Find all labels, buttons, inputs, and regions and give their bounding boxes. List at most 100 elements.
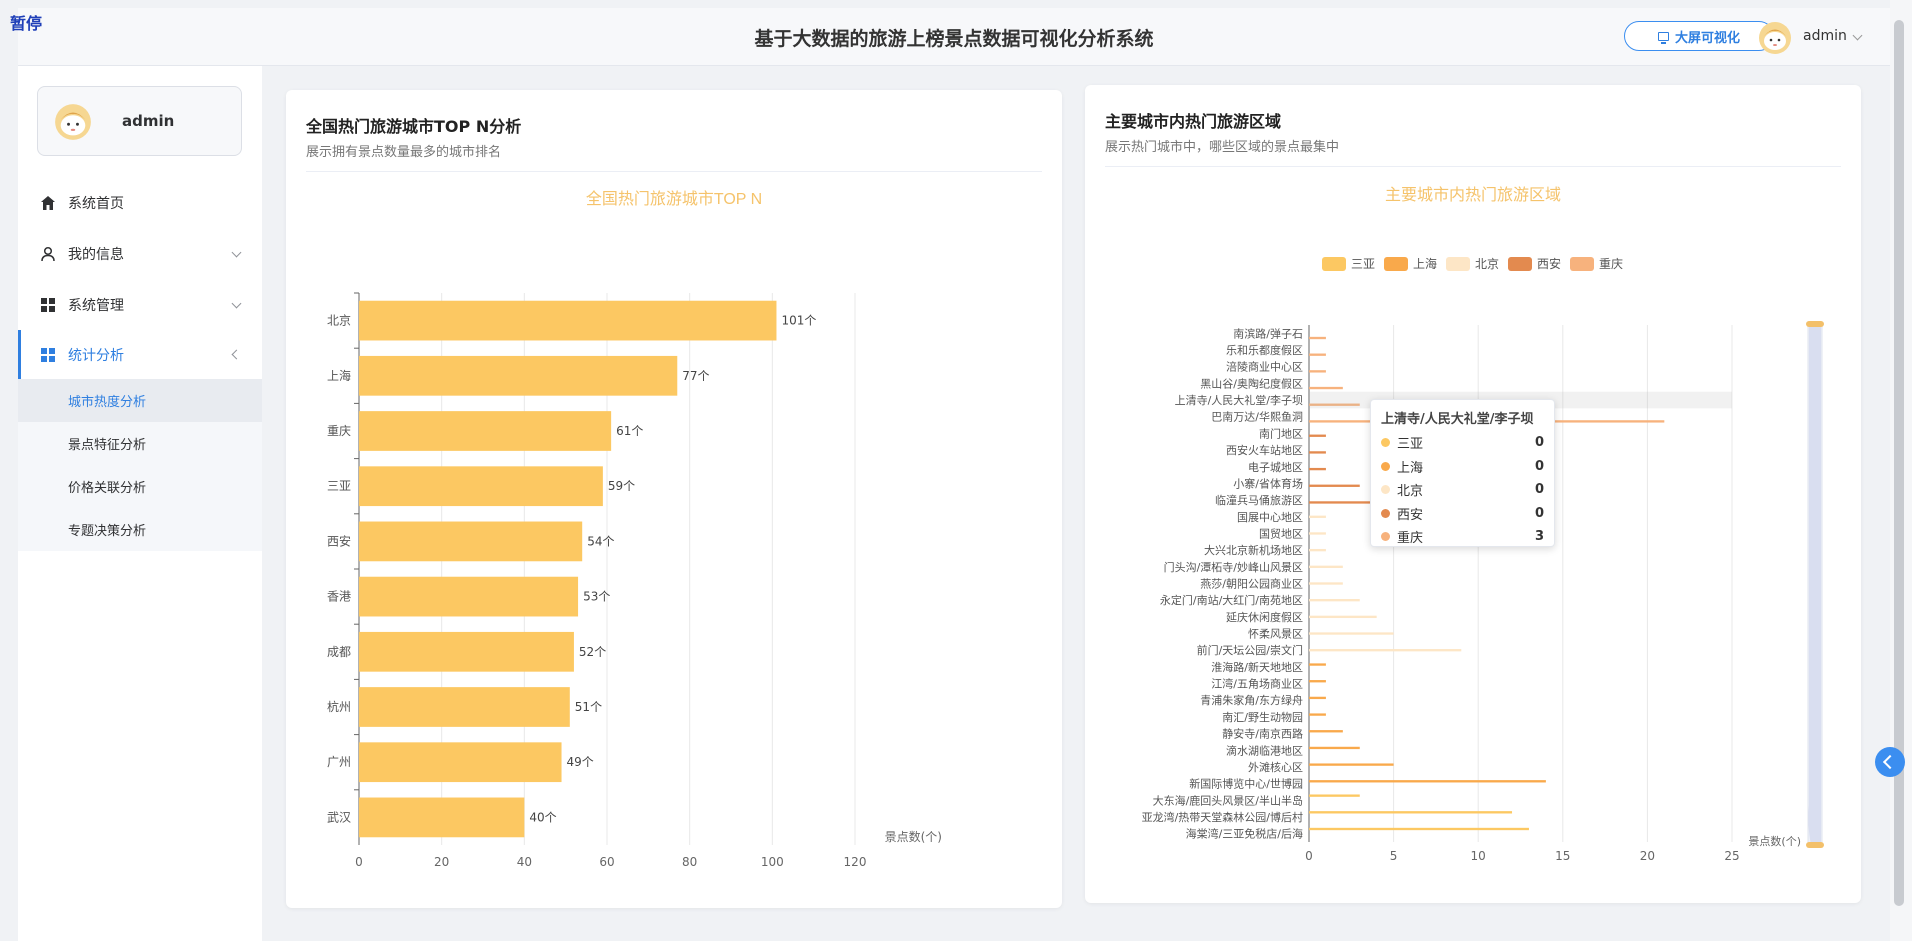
legend-label: 西安: [1537, 256, 1561, 271]
chevron-down-icon: [231, 298, 242, 309]
x-tick-label: 25: [1724, 849, 1739, 863]
subitem-topic-decision[interactable]: 专题决策分析: [68, 524, 147, 539]
home-icon: [41, 196, 55, 210]
y-tick-label: 大东海/鹿回头风景区/半山半岛: [1153, 793, 1303, 807]
bar: [359, 466, 603, 507]
subitem-spot-features[interactable]: 景点特征分析: [68, 438, 147, 453]
sidebar-item-my-info[interactable]: 我的信息: [18, 229, 262, 279]
bar: [359, 521, 583, 562]
subitem-city-heat[interactable]: 城市热度分析: [18, 379, 262, 422]
x-tick-label: 0: [1305, 849, 1313, 863]
bar: [1309, 696, 1326, 700]
page-scrollbar-thumb[interactable]: [1894, 20, 1904, 906]
avatar-icon[interactable]: [1758, 21, 1792, 55]
collapse-arrow-button[interactable]: [1875, 747, 1905, 777]
card-subtitle: 展示拥有景点数量最多的城市排名: [306, 145, 502, 160]
tooltip-series-value: 3: [1534, 529, 1544, 545]
bar: [359, 631, 574, 672]
y-tick-label: 延庆休闲度假区: [1226, 610, 1303, 624]
x-axis-label: 景点数(个): [885, 829, 942, 844]
legend-dot: [1381, 508, 1390, 518]
bar: [1309, 451, 1326, 454]
y-tick-label: 门头沟/潭柘寺/妙峰山风景区: [1164, 560, 1303, 574]
bar: [1309, 336, 1326, 340]
y-tick-label: 江湾/五角场商业区: [1211, 677, 1303, 691]
sidebar-item-statistics[interactable]: 统计分析: [18, 330, 262, 380]
y-tick-label: 电子城地区: [1248, 461, 1303, 474]
bar: [359, 355, 678, 396]
chart-tooltip: 上清寺/人民大礼堂/李子坝 三亚 0 上海 0 北京 0 西安 0 重庆 3: [1370, 399, 1555, 547]
y-tick-label: 重庆: [327, 424, 351, 438]
y-tick-label: 静安寺/南京西路: [1222, 727, 1303, 741]
tooltip-title: 上清寺/人民大礼堂/李子坝: [1381, 412, 1534, 427]
y-tick-label: 海棠湾/三亚免税店/后海: [1186, 827, 1303, 841]
city-topn-chart[interactable]: 全国热门旅游城市TOP N 0 20 40 60 80 100 120 景点数(个) 北京 101个…: [286, 90, 1062, 908]
sidebar-item-label: 系统首页: [68, 196, 124, 212]
bar: [359, 300, 777, 341]
bar: [1309, 780, 1546, 783]
bar: [1309, 811, 1513, 814]
x-tick-label: 10: [1471, 849, 1486, 863]
bar: [1309, 615, 1377, 619]
legend-label: 重庆: [1599, 257, 1623, 271]
data-label: 49个: [567, 755, 594, 769]
tooltip-row: 上海 0: [1381, 455, 1544, 479]
tooltip-series-name: 重庆: [1397, 531, 1424, 547]
bar: [1309, 353, 1326, 356]
user-card: admin: [37, 86, 242, 156]
y-tick-label: 乐和乐都度假区: [1226, 343, 1303, 357]
bar: [1309, 434, 1326, 437]
x-tick-label: 20: [434, 855, 449, 869]
y-tick-label: 国贸地区: [1259, 527, 1303, 540]
legend-dot: [1381, 461, 1390, 471]
bar: [1309, 680, 1326, 683]
sidebar-item-home[interactable]: 系统首页: [18, 178, 262, 228]
top-header: 基于大数据的旅游上榜景点数据可视化分析系统 大屏可视化 admin: [18, 8, 1890, 66]
divider: [1105, 166, 1841, 167]
x-tick-label: 5: [1390, 849, 1398, 863]
legend-swatch: [1446, 257, 1470, 271]
y-tick-label: 燕莎/朝阳公园商业区: [1200, 577, 1303, 591]
bar: [359, 797, 525, 838]
x-tick-label: 120: [844, 855, 867, 869]
data-label: 40个: [529, 810, 556, 824]
bar: [1309, 649, 1462, 652]
bigscreen-label: 大屏可视化: [1674, 30, 1740, 46]
y-tick-label: 前门/天坛公园/崇文门: [1197, 643, 1303, 657]
y-tick-label: 小寨/省体育场: [1233, 476, 1303, 490]
y-tick-label: 三亚: [327, 479, 351, 493]
y-tick-label: 上清寺/人民大礼堂/李子坝: [1175, 393, 1303, 407]
bar: [1309, 548, 1326, 552]
bar: [1309, 663, 1326, 666]
legend-dot: [1381, 532, 1390, 542]
tooltip-series-name: 西安: [1397, 507, 1424, 523]
chart-title: 主要城市内热门旅游区域: [1385, 186, 1561, 204]
y-tick-label: 新国际博览中心/世博园: [1189, 777, 1303, 791]
y-tick-label: 南滨路/弹子石: [1233, 326, 1303, 340]
y-tick-label: 杭州: [327, 699, 351, 714]
y-tick-label: 成都: [327, 645, 351, 659]
data-label: 77个: [682, 369, 709, 383]
city-topn-card: 全国热门旅游城市TOP N分析 展示拥有景点数量最多的城市排名 全国热门旅游城市…: [286, 90, 1062, 908]
legend-label: 北京: [1475, 257, 1499, 271]
bar: [1309, 713, 1326, 716]
grid-icon: [41, 298, 55, 312]
header-username[interactable]: admin: [1803, 28, 1847, 44]
sidebar-item-label: 系统管理: [68, 298, 124, 314]
sidebar-item-system-management[interactable]: 系统管理: [18, 280, 262, 330]
bigscreen-button[interactable]: 大屏可视化: [1624, 21, 1774, 51]
tooltip-series-name: 三亚: [1397, 437, 1424, 453]
y-tick-label: 永定门/南站/大红门/南苑地区: [1160, 593, 1303, 607]
bar: [1309, 763, 1394, 766]
x-tick-label: 40: [517, 855, 532, 869]
tooltip-row: 三亚 0: [1381, 431, 1544, 455]
subitem-price-correlation[interactable]: 价格关联分析: [68, 481, 147, 496]
avatar-icon: [55, 104, 91, 140]
system-title: 基于大数据的旅游上榜景点数据可视化分析系统: [754, 28, 1154, 50]
y-tick-label: 临潼兵马俑旅游区: [1215, 493, 1303, 507]
bar: [359, 411, 612, 451]
sidebar-item-label: 统计分析: [68, 348, 124, 364]
bar: [1309, 501, 1377, 504]
y-tick-label: 国展中心地区: [1237, 511, 1303, 524]
